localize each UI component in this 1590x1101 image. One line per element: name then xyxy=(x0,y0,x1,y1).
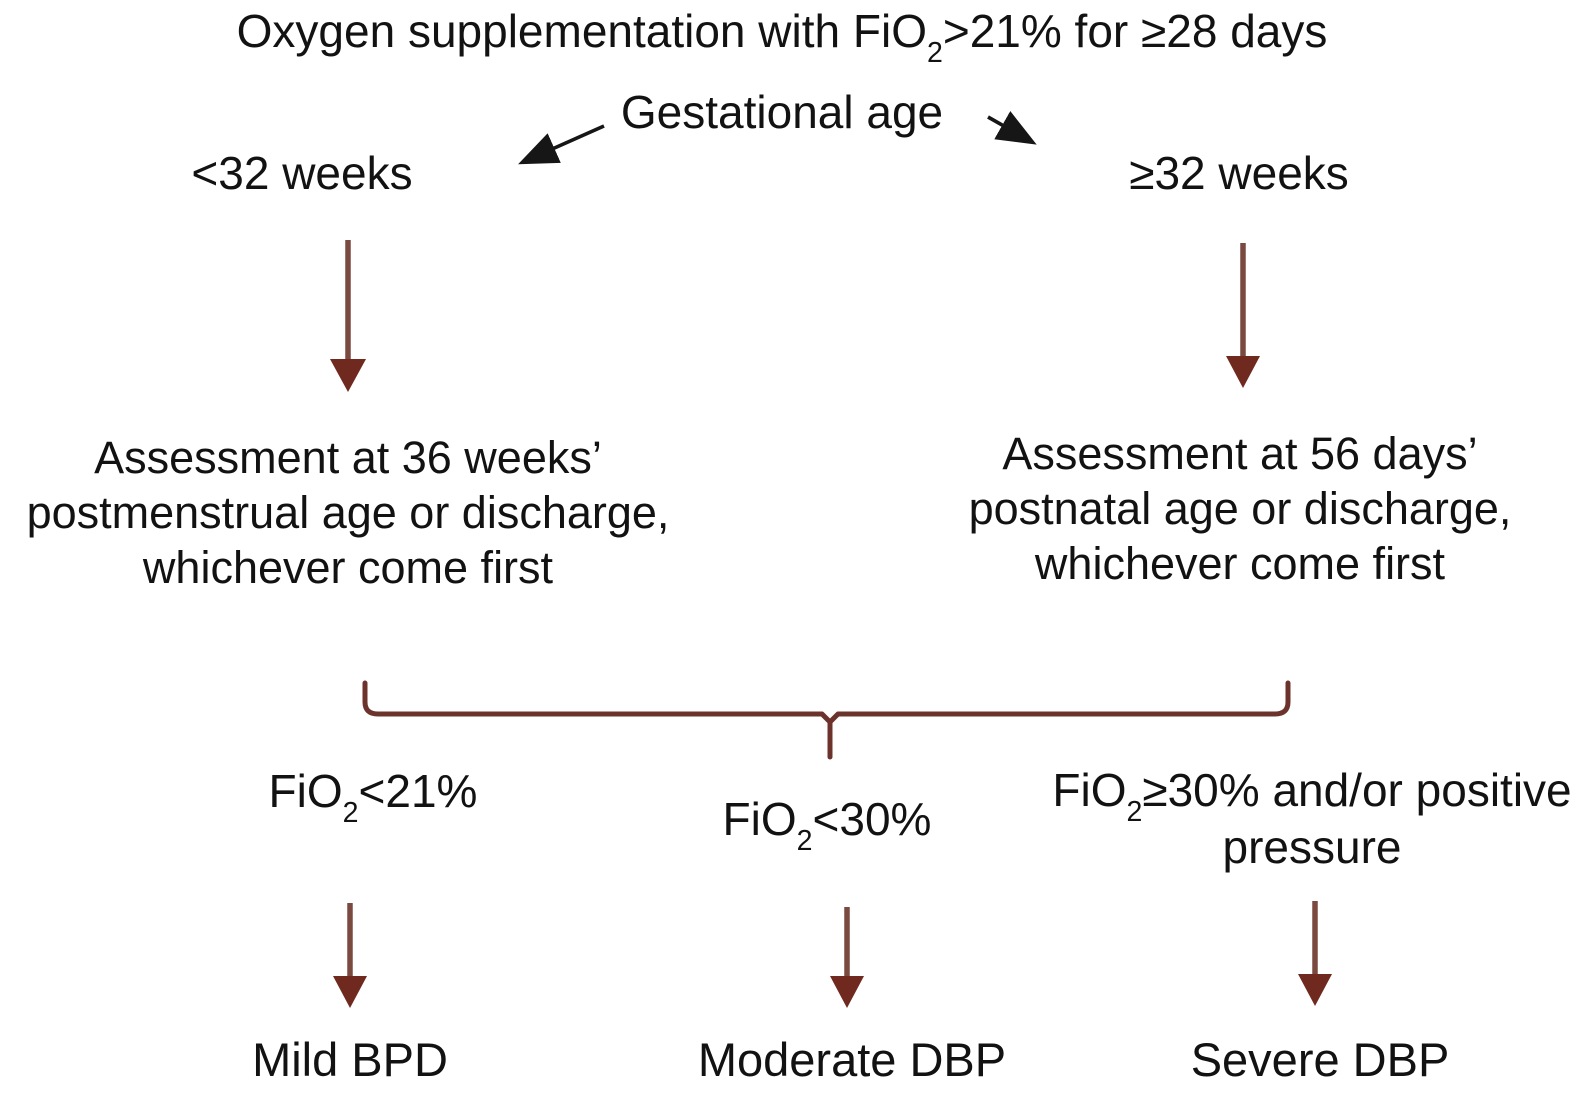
arrow-down-left-assessment-icon xyxy=(330,240,366,392)
outcome-severe-dbp: Severe DBP xyxy=(1190,1033,1450,1086)
outcome-moderate-dbp: Moderate DBP xyxy=(697,1033,1007,1086)
assessment-right: Assessment at 56 days’ postnatal age or … xyxy=(969,426,1512,591)
assessment-right-line3: whichever come first xyxy=(1034,538,1446,589)
criterion-3-subscript: 2 xyxy=(1126,796,1143,829)
criterion-2-subscript: 2 xyxy=(796,825,813,858)
assessment-left-line3: whichever come first xyxy=(142,542,554,593)
criterion-1-text-post: <21% xyxy=(358,765,478,817)
assessment-left: Assessment at 36 weeks’ postmenstrual ag… xyxy=(27,430,670,595)
arrow-down-severe-icon xyxy=(1298,901,1332,1006)
criterion-1-subscript: 2 xyxy=(342,797,359,830)
title-text: Oxygen supplementation with FiO xyxy=(236,5,927,57)
outcome-mild-bpd: Mild BPD xyxy=(252,1033,448,1086)
assessment-right-line1: Assessment at 56 days’ xyxy=(1002,428,1478,479)
criterion-3-text: FiO xyxy=(1052,764,1127,816)
arrow-down-moderate-icon xyxy=(830,907,864,1008)
assessment-left-line2: postmenstrual age or discharge, xyxy=(26,487,670,538)
criterion-fio2-under-21: FiO2<21% xyxy=(268,763,478,828)
title-text-post: >21% for ≥28 days xyxy=(942,5,1328,57)
arrow-down-right-assessment-icon xyxy=(1226,243,1260,388)
split-arrow-left-icon xyxy=(518,124,605,165)
arrow-down-mild-icon xyxy=(333,903,367,1008)
criterion-3-text-post: ≥30% and/or positive pressure xyxy=(1142,764,1572,873)
assessment-left-line1: Assessment at 36 weeks’ xyxy=(94,432,602,483)
decision-gestational-age: Gestational age xyxy=(620,86,944,138)
criterion-2-text-post: <30% xyxy=(812,793,932,845)
criterion-2-text: FiO xyxy=(722,793,797,845)
criterion-1-text: FiO xyxy=(268,765,343,817)
split-arrow-right-icon xyxy=(987,111,1037,145)
diagram-title: Oxygen supplementation with FiO2>21% for… xyxy=(236,5,1328,68)
title-subscript: 2 xyxy=(926,37,943,70)
criterion-fio2-under-30: FiO2<30% xyxy=(722,791,932,856)
assessment-right-line2: postnatal age or discharge, xyxy=(968,483,1512,534)
joining-bracket xyxy=(362,680,1291,760)
branch-label-under-32-weeks: <32 weeks xyxy=(191,147,413,199)
criterion-fio2-over-30: FiO2≥30% and/or positive pressure xyxy=(1027,762,1590,876)
branch-label-over-32-weeks: ≥32 weeks xyxy=(1129,147,1349,199)
